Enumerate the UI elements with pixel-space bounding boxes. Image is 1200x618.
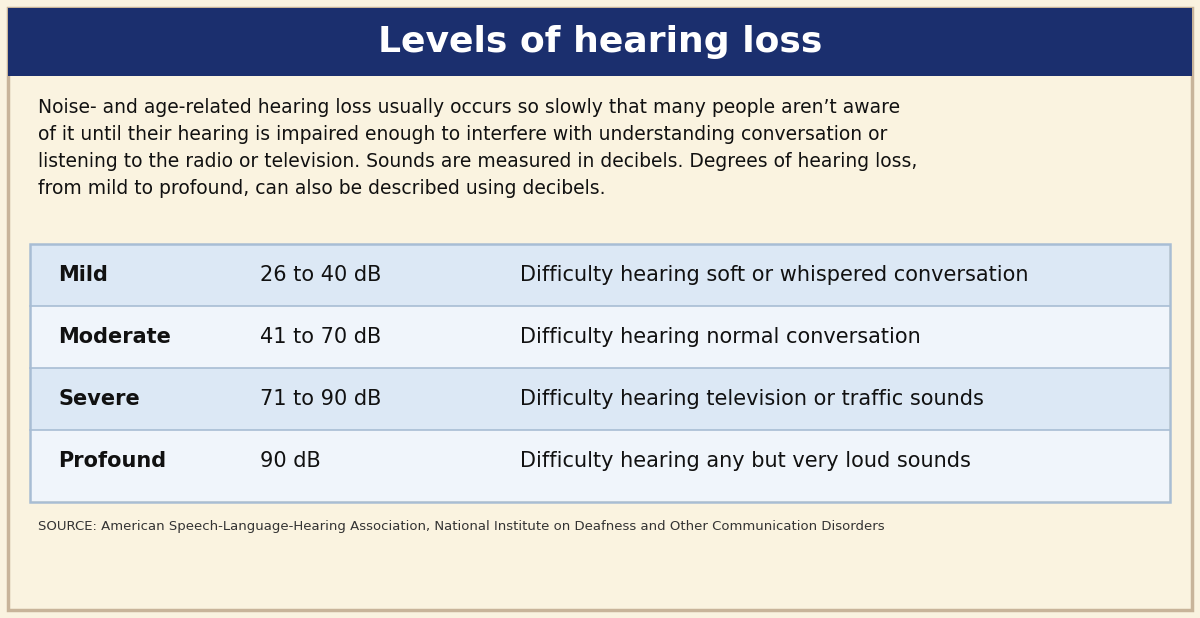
Bar <box>31 244 1169 306</box>
Bar <box>8 8 1192 76</box>
Bar <box>31 368 1169 430</box>
Text: Difficulty hearing normal conversation: Difficulty hearing normal conversation <box>520 327 920 347</box>
Text: Levels of hearing loss: Levels of hearing loss <box>378 25 822 59</box>
Text: Difficulty hearing soft or whispered conversation: Difficulty hearing soft or whispered con… <box>520 265 1028 285</box>
Text: 71 to 90 dB: 71 to 90 dB <box>260 389 382 409</box>
Text: listening to the radio or television. Sounds are measured in decibels. Degrees o: listening to the radio or television. So… <box>38 152 917 171</box>
Bar <box>30 244 1170 502</box>
Text: SOURCE: American Speech-Language-Hearing Association, National Institute on Deaf: SOURCE: American Speech-Language-Hearing… <box>38 520 884 533</box>
Text: 41 to 70 dB: 41 to 70 dB <box>260 327 382 347</box>
Text: Difficulty hearing any but very loud sounds: Difficulty hearing any but very loud sou… <box>520 451 971 471</box>
Text: from mild to profound, can also be described using decibels.: from mild to profound, can also be descr… <box>38 179 606 198</box>
Text: Noise- and age-related hearing loss usually occurs so slowly that many people ar: Noise- and age-related hearing loss usua… <box>38 98 900 117</box>
Text: of it until their hearing is impaired enough to interfere with understanding con: of it until their hearing is impaired en… <box>38 125 887 144</box>
Text: 26 to 40 dB: 26 to 40 dB <box>260 265 382 285</box>
Bar <box>31 491 1169 501</box>
Text: Severe: Severe <box>58 389 139 409</box>
Text: Mild: Mild <box>58 265 108 285</box>
Bar <box>31 430 1169 492</box>
Bar <box>31 306 1169 368</box>
Text: 90 dB: 90 dB <box>260 451 320 471</box>
Text: Profound: Profound <box>58 451 166 471</box>
Text: Difficulty hearing television or traffic sounds: Difficulty hearing television or traffic… <box>520 389 984 409</box>
Text: Moderate: Moderate <box>58 327 170 347</box>
